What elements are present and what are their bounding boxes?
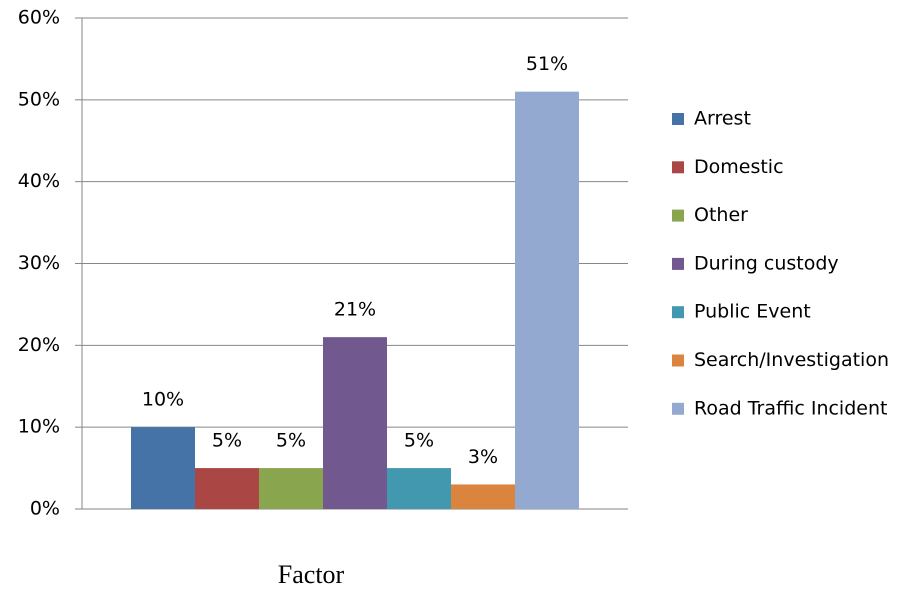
legend-label: Road Traffic Incident: [694, 397, 887, 419]
bar: [259, 468, 323, 509]
legend-label: Search/Investigation: [694, 349, 889, 371]
data-label: 10%: [142, 389, 184, 411]
y-tick-label: 60%: [18, 7, 60, 29]
bar: [323, 337, 387, 509]
bar: [131, 427, 195, 509]
legend-swatch: [672, 113, 684, 125]
y-tick-label: 0%: [30, 498, 60, 520]
data-label: 51%: [526, 53, 568, 75]
legend-label: During custody: [694, 252, 839, 274]
legend-swatch: [672, 402, 684, 415]
y-tick-label: 50%: [18, 88, 60, 110]
y-tick-label: 40%: [18, 170, 60, 192]
legend-swatch: [672, 209, 684, 222]
legend-swatch: [672, 306, 684, 319]
data-label: 5%: [276, 430, 306, 452]
legend-label: Other: [694, 204, 748, 226]
legend-swatch: [672, 257, 684, 270]
bar: [451, 484, 515, 509]
legend-swatch: [672, 354, 684, 367]
y-tick-label: 20%: [18, 334, 60, 356]
legend-swatch: [672, 161, 684, 174]
bar: [387, 468, 451, 509]
data-label: 21%: [334, 299, 376, 321]
bar: [195, 468, 259, 509]
legend-label: Public Event: [694, 301, 811, 323]
legend-label: Arrest: [694, 108, 751, 130]
data-label: 5%: [404, 430, 434, 452]
data-label: 5%: [212, 430, 242, 452]
bar: [515, 91, 579, 510]
x-axis-title: Factor: [278, 560, 345, 589]
legend-label: Domestic: [694, 156, 784, 178]
y-tick-label: 30%: [18, 252, 60, 274]
data-label: 3%: [468, 446, 498, 468]
y-tick-label: 10%: [18, 416, 60, 438]
